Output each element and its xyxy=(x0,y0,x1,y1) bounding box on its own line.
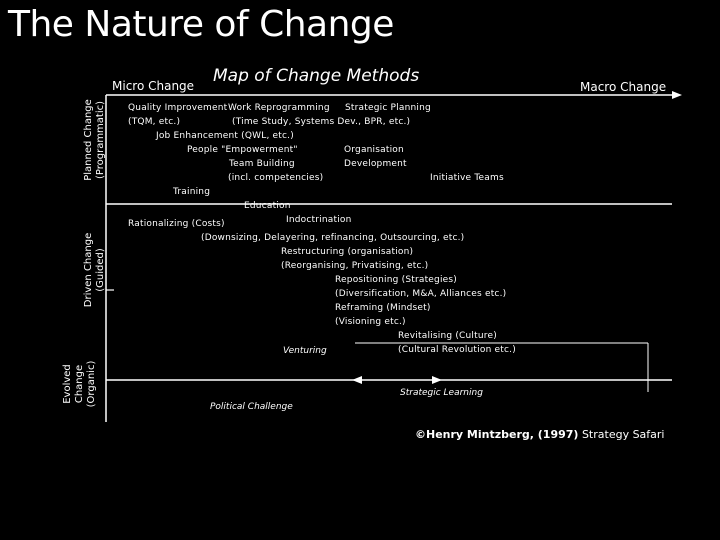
double-arrow-left-head xyxy=(352,376,362,384)
row-label-evolved-line1: Evolved xyxy=(62,364,73,404)
credit-author: ©Henry Mintzberg, (1997) xyxy=(415,428,579,441)
method-incl-competencies: (incl. competencies) xyxy=(228,173,324,183)
method-restructuring: Restructuring (organisation) xyxy=(281,247,414,257)
method-indoctrination: Indoctrination xyxy=(286,215,352,225)
method-work-reprogramming: Work Reprogramming xyxy=(228,103,330,113)
method-tqm: (TQM, etc.) xyxy=(128,117,181,127)
method-rationalizing: Rationalizing (Costs) xyxy=(128,219,225,229)
row-label-driven-line1: Driven Change xyxy=(83,232,94,308)
method-revitalising: Revitalising (Culture) xyxy=(398,331,497,341)
method-organisation: Organisation xyxy=(344,145,404,155)
method-people-empowerment: People "Empowerment" xyxy=(187,145,298,155)
credit-book: Strategy Safari xyxy=(578,428,665,441)
row-label-evolved-line3: (Organic) xyxy=(86,360,97,408)
row-label-planned-line1: Planned Change xyxy=(83,99,94,181)
map-title: Map of Change Methods xyxy=(213,66,420,86)
method-downsizing: (Downsizing, Delayering, refinancing, Ou… xyxy=(201,233,465,243)
method-team-building: Team Building xyxy=(229,159,295,169)
method-political-challenge: Political Challenge xyxy=(210,402,293,412)
method-reframing: Reframing (Mindset) xyxy=(335,303,431,313)
macro-change-label: Macro Change xyxy=(580,80,667,94)
method-strategic-learning: Strategic Learning xyxy=(400,388,483,398)
method-reorganising: (Reorganising, Privatising, etc.) xyxy=(281,261,429,271)
method-time-study: (Time Study, Systems Dev., BPR, etc.) xyxy=(232,117,411,127)
slide-title: The Nature of Change xyxy=(8,4,394,45)
method-cultural-revolution: (Cultural Revolution etc.) xyxy=(398,345,516,355)
row-label-driven: Driven Change (Guided) xyxy=(83,222,107,318)
method-diversification: (Diversification, M&A, Alliances etc.) xyxy=(335,289,507,299)
method-education: Education xyxy=(244,201,291,211)
method-venturing: Venturing xyxy=(283,346,327,356)
scale-arrow-head xyxy=(672,91,682,99)
credit: ©Henry Mintzberg, (1997) Strategy Safari xyxy=(415,428,665,441)
row-label-planned: Planned Change (Programmatic) xyxy=(83,85,107,195)
micro-change-label: Micro Change xyxy=(112,79,195,93)
method-visioning: (Visioning etc.) xyxy=(335,317,406,327)
method-repositioning: Repositioning (Strategies) xyxy=(335,275,457,285)
row-label-evolved: Evolved Change (Organic) xyxy=(62,344,98,424)
method-training: Training xyxy=(173,187,211,197)
method-quality-improvement: Quality Improvement xyxy=(128,103,228,113)
row-label-driven-line2: (Guided) xyxy=(95,248,106,292)
method-initiative-teams: Initiative Teams xyxy=(430,173,504,183)
method-strategic-planning: Strategic Planning xyxy=(345,103,431,113)
method-job-enhancement: Job Enhancement (QWL, etc.) xyxy=(156,131,294,141)
row-label-planned-line2: (Programmatic) xyxy=(95,100,106,180)
row-label-evolved-line2: Change xyxy=(74,364,85,404)
double-arrow-right-head xyxy=(432,376,442,384)
method-development: Development xyxy=(344,159,407,169)
